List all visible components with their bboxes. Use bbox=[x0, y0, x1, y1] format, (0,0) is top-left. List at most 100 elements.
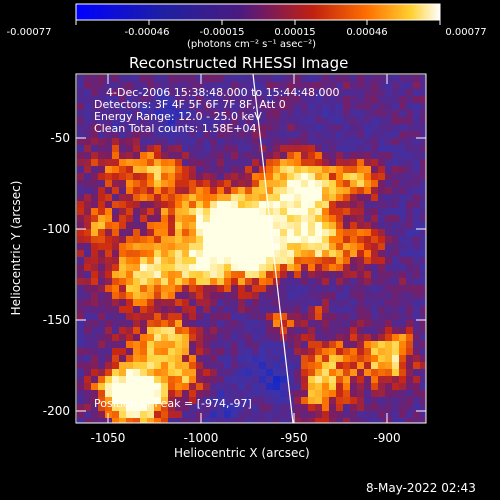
heatmap-cell bbox=[357, 201, 364, 208]
heatmap-cell bbox=[371, 418, 378, 423]
heatmap-cell bbox=[357, 362, 364, 369]
heatmap-cell bbox=[161, 299, 168, 306]
heatmap-cell bbox=[350, 173, 357, 180]
heatmap-cell bbox=[301, 159, 308, 166]
heatmap-cell bbox=[385, 166, 392, 173]
heatmap-cell bbox=[175, 341, 182, 348]
heatmap-cell bbox=[287, 383, 294, 390]
heatmap-cell bbox=[350, 313, 357, 320]
heatmap-cell bbox=[273, 145, 280, 152]
heatmap-cell bbox=[336, 110, 343, 117]
heatmap-cell bbox=[126, 271, 133, 278]
heatmap-cell bbox=[364, 390, 371, 397]
heatmap-cell bbox=[294, 145, 301, 152]
heatmap-cell bbox=[350, 278, 357, 285]
heatmap-cell bbox=[126, 159, 133, 166]
heatmap-cell bbox=[259, 222, 266, 229]
heatmap-cell bbox=[322, 355, 329, 362]
heatmap-cell bbox=[84, 215, 91, 222]
heatmap-cell bbox=[91, 397, 98, 404]
heatmap-cell bbox=[119, 96, 126, 103]
heatmap-cell bbox=[77, 152, 84, 159]
heatmap-cell bbox=[413, 173, 420, 180]
heatmap-cell bbox=[210, 334, 217, 341]
heatmap-cell bbox=[133, 376, 140, 383]
heatmap-cell bbox=[378, 306, 385, 313]
heatmap-cell bbox=[392, 418, 399, 423]
heatmap-cell bbox=[287, 236, 294, 243]
heatmap-cell bbox=[140, 215, 147, 222]
heatmap-cell bbox=[245, 201, 252, 208]
heatmap-cell bbox=[182, 404, 189, 411]
heatmap-cell bbox=[273, 334, 280, 341]
heatmap-cell bbox=[406, 383, 413, 390]
heatmap-cell bbox=[105, 320, 112, 327]
heatmap-cell bbox=[84, 334, 91, 341]
heatmap-cell bbox=[329, 243, 336, 250]
heatmap-cell bbox=[378, 299, 385, 306]
heatmap-cell bbox=[329, 229, 336, 236]
heatmap-cell bbox=[420, 243, 426, 250]
heatmap-cell bbox=[294, 362, 301, 369]
heatmap-cell bbox=[217, 124, 224, 131]
heatmap-cell bbox=[231, 201, 238, 208]
heatmap-cell bbox=[252, 131, 259, 138]
heatmap-cell bbox=[336, 390, 343, 397]
heatmap-cell bbox=[175, 306, 182, 313]
heatmap-cell bbox=[371, 299, 378, 306]
heatmap-cell bbox=[161, 236, 168, 243]
heatmap-cell bbox=[126, 96, 133, 103]
heatmap-cell bbox=[252, 201, 259, 208]
heatmap-cell bbox=[385, 173, 392, 180]
heatmap-cell bbox=[252, 271, 259, 278]
heatmap-cell bbox=[343, 131, 350, 138]
heatmap-cell bbox=[231, 355, 238, 362]
heatmap-cell bbox=[280, 411, 287, 418]
heatmap-cell bbox=[238, 264, 245, 271]
heatmap-cell bbox=[196, 208, 203, 215]
heatmap-cell bbox=[413, 292, 420, 299]
heatmap-cell bbox=[98, 257, 105, 264]
heatmap-cell bbox=[105, 383, 112, 390]
heatmap-cell bbox=[133, 320, 140, 327]
heatmap-cell bbox=[273, 201, 280, 208]
heatmap-cell bbox=[140, 138, 147, 145]
heatmap-cell bbox=[77, 166, 84, 173]
heatmap-cell bbox=[329, 138, 336, 145]
heatmap-cell bbox=[364, 96, 371, 103]
heatmap-cell bbox=[322, 285, 329, 292]
heatmap-cell bbox=[273, 152, 280, 159]
heatmap-cell bbox=[294, 341, 301, 348]
heatmap-cell bbox=[168, 362, 175, 369]
heatmap-cell bbox=[357, 82, 364, 89]
heatmap-cell bbox=[336, 117, 343, 124]
heatmap-cell bbox=[357, 327, 364, 334]
heatmap-cell bbox=[287, 96, 294, 103]
heatmap-cell bbox=[133, 194, 140, 201]
heatmap-cell bbox=[147, 194, 154, 201]
heatmap-cell bbox=[259, 264, 266, 271]
heatmap-cell bbox=[252, 299, 259, 306]
heatmap-cell bbox=[182, 173, 189, 180]
heatmap-cell bbox=[385, 320, 392, 327]
heatmap-cell bbox=[406, 222, 413, 229]
heatmap-cell bbox=[147, 159, 154, 166]
heatmap-cell bbox=[357, 411, 364, 418]
heatmap-cell bbox=[322, 292, 329, 299]
heatmap-cell bbox=[378, 397, 385, 404]
heatmap-cell bbox=[77, 215, 84, 222]
heatmap-cell bbox=[413, 243, 420, 250]
heatmap-cell bbox=[280, 404, 287, 411]
heatmap-cell bbox=[91, 110, 98, 117]
heatmap-cell bbox=[245, 82, 252, 89]
heatmap-cell bbox=[301, 411, 308, 418]
heatmap-cell bbox=[77, 180, 84, 187]
heatmap-cell bbox=[266, 89, 273, 96]
heatmap-cell bbox=[259, 334, 266, 341]
heatmap-cell bbox=[315, 271, 322, 278]
heatmap-cell bbox=[140, 271, 147, 278]
heatmap-cell bbox=[392, 257, 399, 264]
heatmap-cell bbox=[84, 306, 91, 313]
heatmap-cell bbox=[105, 180, 112, 187]
heatmap-cell bbox=[364, 362, 371, 369]
